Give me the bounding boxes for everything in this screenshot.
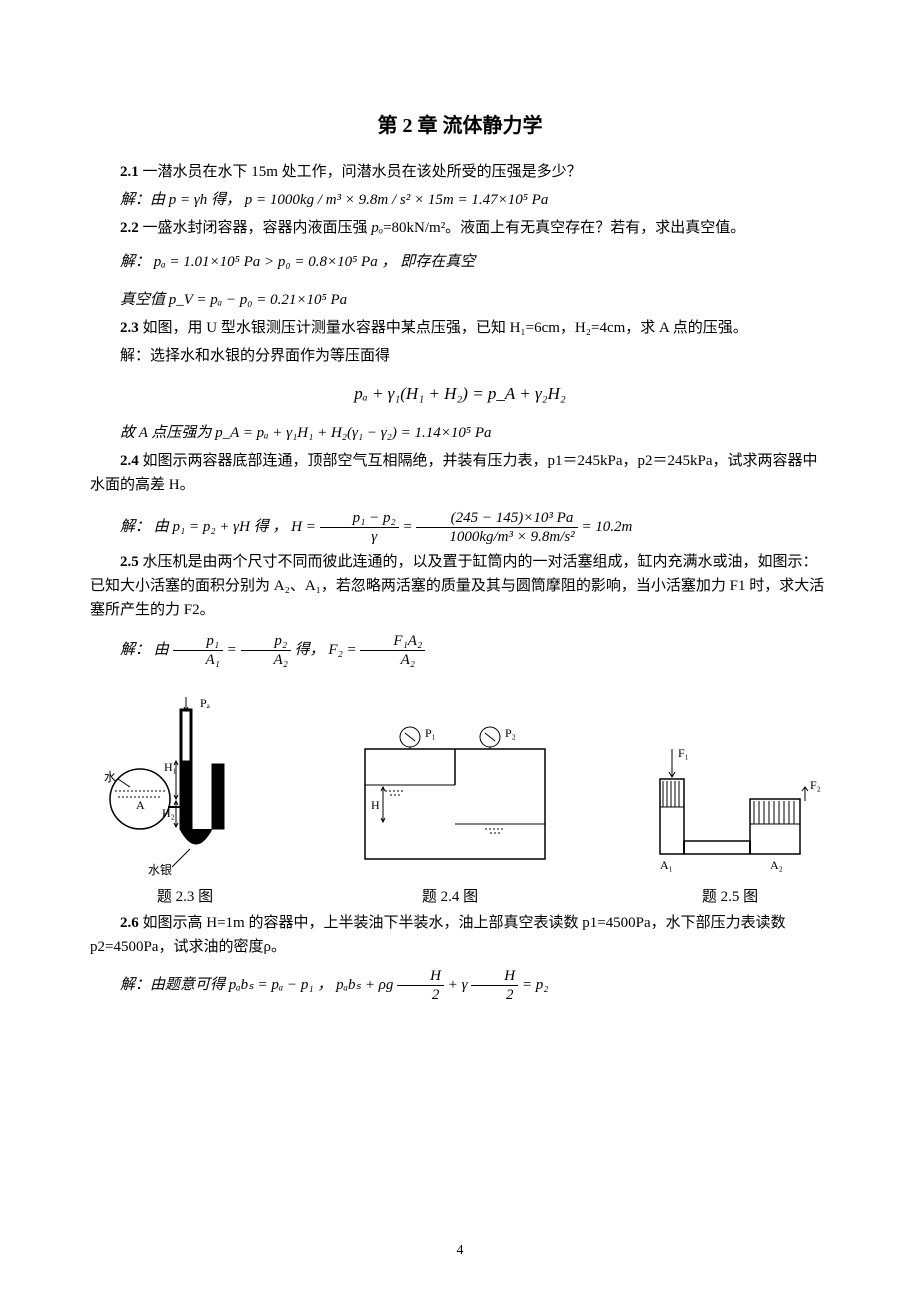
num: F₁A₂ [360,632,425,650]
num: H [471,967,518,985]
num: (245 − 145)×10³ Pa [416,509,577,527]
frac1: p₁ − p₂ γ [320,509,399,546]
problem-2.3: 2.3 如图，用 U 型水银测压计测量水容器中某点压强，已知 H₁=6cm，H₂… [90,316,830,340]
den: γ [320,527,399,546]
solution-2.2-line2: 真空值 p_V = pₐ − p₀ = 0.21×10⁵ Pa [90,288,830,312]
equation: 真空值 p_V = pₐ − p₀ = 0.21×10⁵ Pa [120,292,347,308]
solution-2.5: 解： 由 p₁ A₁ = p₂ A₂ 得， F₂ = F₁A₂ A₂ [90,632,830,669]
mid1: = [227,642,237,658]
figure-2.5: F₁ F₂ A₁ A₂ 题 2.5 图 [630,729,830,909]
page: 第 2 章 流体静力学 2.1 一潜水员在水下 15m 处工作，问潜水员在该处所… [0,0,920,1302]
label: 2.6 [120,915,139,931]
diagram-2.5: F₁ F₂ A₁ A₂ [630,729,830,879]
problem-2.5: 2.5 水压机是由两个尺寸不同而彼此连通的，以及置于缸筒内的一对活塞组成，缸内充… [90,550,830,622]
chapter-title: 第 2 章 流体静力学 [90,110,830,142]
text: 水压机是由两个尺寸不同而彼此连通的，以及置于缸筒内的一对活塞组成，缸内充满水或油… [90,554,824,618]
solution-2.4: 解： 由 p₁ = p₂ + γH 得 ， H = p₁ − p₂ γ = (2… [90,509,830,546]
label: 2.4 [120,453,139,469]
frac2: p₂ A₂ [241,632,291,669]
label-A2: A₂ [770,858,783,872]
frac2: H 2 [471,967,518,1004]
frac1: H 2 [397,967,444,1004]
figure-2.4: P₁ P₂ H 题 2.4 图 [335,709,565,909]
label: 2.2 [120,220,139,236]
p-o: pₒ [371,220,383,236]
label-h2: H₂ [162,806,175,820]
label-water: 水 [104,770,116,784]
frac3: F₁A₂ A₂ [360,632,425,669]
caption: 题 2.5 图 [702,885,758,909]
problem-2.1: 2.1 一潜水员在水下 15m 处工作，问潜水员在该处所受的压强是多少？ [90,160,830,184]
solution-2.2-line1: 解： pₐ = 1.01×10⁵ Pa > p₀ = 0.8×10⁵ Pa ， … [90,250,830,274]
equation-2.3: pₐ + γ₁(H₁ + H₂) = p_A + γ₂H₂ [90,380,830,407]
num: p₁ [173,632,223,650]
equation: 解：由 p = γh 得， p = 1000kg / m³ × 9.8m / s… [120,192,548,208]
problem-2.4: 2.4 如图示两容器底部连通，顶部空气互相隔绝，并装有压力表，p1＝245kPa… [90,449,830,497]
text-b: =80kN/m²。液面上有无真空存在？若有，求出真空值。 [383,220,745,236]
problem-2.6: 2.6 如图示高 H=1m 的容器中，上半装油下半装水，油上部真空表读数 p1=… [90,911,830,959]
eq-end: = 10.2m [581,519,632,535]
mid: + γ [448,977,468,993]
eq-a: 解：由题意可得 pₐbₛ = pₐ − p₁ ， pₐbₛ + ρg [120,977,393,993]
page-number: 4 [0,1240,920,1262]
problem-2.2: 2.2 一盛水封闭容器，容器内液面压强 pₒ=80kN/m²。液面上有无真空存在… [90,216,830,240]
num: H [397,967,444,985]
label-hg: 水银 [148,863,172,877]
den: 2 [471,985,518,1004]
label-p1: P₁ [425,726,436,740]
den: 1000kg/m³ × 9.8m/s² [416,527,577,546]
num: p₂ [241,632,291,650]
text-a: 一盛水封闭容器，容器内液面压强 [143,220,372,236]
eq-a: 解： 由 p₁ = p₂ + γH 得 ， H = [120,519,316,535]
caption: 题 2.3 图 [157,885,213,909]
text: 如图示高 H=1m 的容器中，上半装油下半装水，油上部真空表读数 p1=4500… [90,915,786,955]
den: 2 [397,985,444,1004]
label-A1: A₁ [660,858,673,872]
equation: 故 A 点压强为 p_A = pₐ + γ₁H₁ + H₂(γ₁ − γ₂) =… [120,425,492,441]
text: 如图示两容器底部连通，顶部空气互相隔绝，并装有压力表，p1＝245kPa，p2＝… [90,453,818,493]
label: 2.1 [120,164,139,180]
eq-a: 解： 由 [120,642,169,658]
label-F1: F₁ [678,746,689,760]
end: = p₂ [522,977,549,993]
solution-2.1: 解：由 p = γh 得， p = 1000kg / m³ × 9.8m / s… [90,188,830,212]
label: 2.3 [120,320,139,336]
label-pa: Pₐ [200,696,211,710]
figure-2.3: A Pₐ H₁ H₂ 水 [100,679,270,909]
label: 2.5 [120,554,139,570]
eq-mid: = [402,519,412,535]
diagram-2.4: P₁ P₂ H [335,709,565,879]
num: p₁ − p₂ [320,509,399,527]
caption: 题 2.4 图 [422,885,478,909]
text: 如图，用 U 型水银测压计测量水容器中某点压强，已知 H₁=6cm，H₂=4cm… [143,320,748,336]
mid2: 得， F₂ = [295,642,357,658]
diagram-2.3: A Pₐ H₁ H₂ 水 [100,679,270,879]
frac1: p₁ A₁ [173,632,223,669]
frac2: (245 − 145)×10³ Pa 1000kg/m³ × 9.8m/s² [416,509,577,546]
solution-2.6: 解：由题意可得 pₐbₛ = pₐ − p₁ ， pₐbₛ + ρg H 2 +… [90,967,830,1004]
solution-2.3-line2: 故 A 点压强为 p_A = pₐ + γ₁H₁ + H₂(γ₁ − γ₂) =… [90,421,830,445]
equation: 解： pₐ = 1.01×10⁵ Pa > p₀ = 0.8×10⁵ Pa ， … [120,254,475,270]
den: A₂ [241,650,291,669]
label-F2: F₂ [810,778,821,792]
text: 一潜水员在水下 15m 处工作，问潜水员在该处所受的压强是多少？ [143,164,582,180]
label-A: A [136,798,145,812]
den: A₂ [360,650,425,669]
label-H: H [371,798,380,812]
label-p2: P₂ [505,726,516,740]
figures-row: A Pₐ H₁ H₂ 水 [90,679,830,909]
den: A₁ [173,650,223,669]
solution-2.3-line1: 解：选择水和水银的分界面作为等压面得 [90,344,830,368]
